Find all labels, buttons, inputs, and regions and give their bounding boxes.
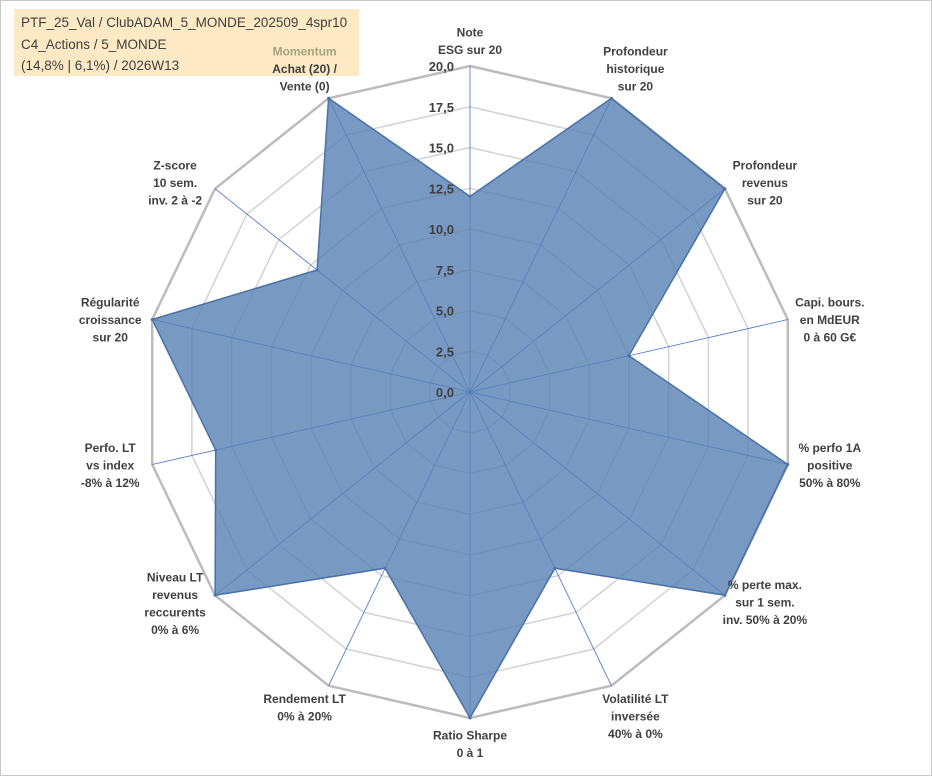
axis-label-line: reccurents [144, 605, 206, 619]
axis-label-line: 0% à 20% [277, 710, 332, 724]
tick-label: 5,0 [436, 304, 454, 319]
data-point-3 [723, 187, 727, 191]
tick-label: 7,5 [436, 263, 454, 278]
axis-label-line: inv. 2 à -2 [148, 193, 202, 207]
tick-label: 17,5 [429, 100, 454, 115]
tick-label: 15,0 [429, 141, 454, 156]
data-point-11 [214, 448, 218, 452]
axis-label-line: Profondeur [733, 158, 798, 172]
axis-label-line: Perfo. LT [85, 441, 137, 455]
axis-label-4: Capi. bours. en MdEUR 0 à 60 G€ [795, 296, 864, 345]
data-point-14 [327, 96, 331, 100]
data-point-7 [553, 566, 557, 570]
data-point-10 [213, 593, 217, 597]
axis-label-line: Rendement LT [263, 692, 346, 706]
axis-label-line: Vente (0) [280, 79, 330, 93]
info-line-stats: (14,8% | 6,1%) / 2026W13 [21, 58, 180, 73]
data-point-6 [723, 593, 727, 597]
info-line-category: C4_Actions / 5_MONDE [21, 37, 167, 52]
axis-label-line: positive [807, 458, 853, 472]
axis-label-line: en MdEUR [800, 313, 860, 327]
axis-label-2: Profondeur historique sur 20 [603, 44, 668, 93]
axis-label-line: sur 1 sem. [735, 596, 794, 610]
data-point-9 [383, 566, 387, 570]
tick-label: 20,0 [429, 59, 454, 74]
axis-label-line: Régularité [81, 296, 140, 310]
radar-series [150, 96, 790, 720]
momentum-group-label: Momentum [273, 44, 337, 58]
axis-label-12: Régularité croissance sur 20 [79, 296, 142, 345]
axis-label-line: % perfo 1A [798, 441, 861, 455]
axis-label-line: inv. 50% à 20% [723, 613, 808, 627]
axis-label-9: Rendement LT 0% à 20% [263, 692, 346, 724]
data-point-13 [315, 268, 319, 272]
info-box: PTF_25_Val / ClubADAM_5_MONDE_202509_4sp… [14, 9, 359, 76]
data-point-5 [786, 463, 790, 466]
axis-label-line: revenus [152, 588, 198, 602]
axis-label-5: % perfo 1A positive 50% à 80% [798, 441, 861, 490]
axis-label-line: revenus [742, 176, 788, 190]
axis-label-line: Z-score [153, 158, 197, 172]
axis-label-line: vs index [86, 458, 134, 472]
axis-label-line: 50% à 80% [799, 476, 861, 490]
radar-axis-labels: Note ESG sur 20 Profondeur historique sur 20… [79, 26, 865, 761]
axis-label-line: Achat (20) / [272, 62, 337, 76]
data-point-12 [150, 318, 154, 321]
tick-label: 12,5 [429, 181, 454, 196]
info-line-portfolio: PTF_25_Val / ClubADAM_5_MONDE_202509_4sp… [21, 15, 348, 30]
axis-label-10: Niveau LT revenus reccurents 0% à 6% [144, 570, 206, 637]
axis-label-line: Capi. bours. [795, 296, 864, 310]
axis-label-line: croissance [79, 313, 142, 327]
axis-label-line: 0 à 60 G€ [803, 331, 856, 345]
axis-label-line: 0 à 1 [457, 746, 484, 760]
data-point-8 [468, 716, 472, 720]
axis-label-line: -8% à 12% [81, 476, 140, 490]
axis-label-line: Ratio Sharpe [433, 729, 507, 743]
axis-label-line: 0% à 6% [151, 623, 199, 637]
axis-label-8: Ratio Sharpe 0 à 1 [433, 729, 507, 761]
axis-label-line: Volatilité LT [602, 692, 669, 706]
axis-label-7: Volatilité LT inversée 40% à 0% [602, 692, 669, 741]
axis-label-13: Z-score 10 sem. inv. 2 à -2 [148, 158, 202, 207]
data-point-2 [609, 96, 613, 100]
axis-label-line: 40% à 0% [608, 727, 663, 741]
radar-tick-labels: 0,0 2,5 5,0 7,5 10,0 12,5 15,0 17,5 20,0 [429, 59, 454, 400]
tick-label: 0,0 [436, 385, 454, 400]
axis-label-1: Note ESG sur 20 [438, 26, 502, 58]
axis-label-line: inversée [611, 710, 660, 724]
axis-label-line: Note [457, 26, 484, 40]
axis-label-line: Niveau LT [147, 570, 204, 584]
tick-label: 10,0 [429, 222, 454, 237]
axis-label-line: Profondeur [603, 44, 668, 58]
data-point-1 [468, 194, 472, 198]
axis-label-line: % perte max. [728, 578, 802, 592]
axis-label-11: Perfo. LT vs index -8% à 12% [81, 441, 140, 490]
axis-label-line: sur 20 [93, 331, 129, 345]
axis-label-6: % perte max. sur 1 sem. inv. 50% à 20% [723, 578, 808, 627]
axis-label-line: ESG sur 20 [438, 43, 502, 57]
axis-label-line: sur 20 [747, 193, 783, 207]
axis-label-3: Profondeur revenus sur 20 [733, 158, 798, 207]
axis-label-line: sur 20 [618, 79, 654, 93]
axis-label-line: historique [606, 62, 664, 76]
axis-label-line: 10 sem. [153, 176, 197, 190]
data-point-4 [627, 354, 631, 358]
axis-label-14: Achat (20) / Vente (0) Momentum [272, 44, 337, 93]
tick-label: 2,5 [436, 344, 454, 359]
